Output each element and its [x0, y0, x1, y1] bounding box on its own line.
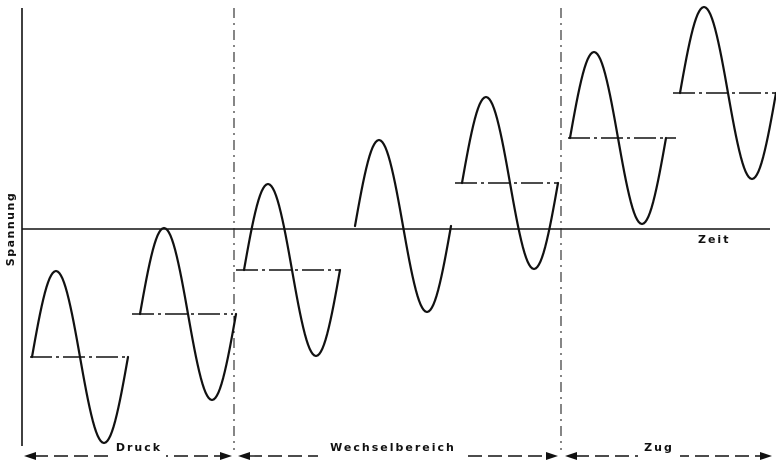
load-cycle-1: [30, 269, 130, 445]
region-label-druck: Druck: [116, 441, 162, 454]
load-cycle-6: [568, 50, 676, 226]
load-cycles: [30, 5, 776, 445]
region-label-wechselbereich: Wechselbereich: [330, 441, 456, 454]
stress-wave: [353, 138, 453, 314]
load-cycle-2: [132, 226, 238, 402]
load-cycle-4: [353, 138, 453, 314]
stress-wave: [30, 269, 130, 445]
region-arrow-druck: [24, 452, 232, 460]
stress-wave: [138, 226, 238, 402]
stress-wave: [460, 95, 560, 271]
load-cycle-7: [673, 5, 776, 181]
stress-wave: [242, 182, 342, 358]
load-cycle-3: [236, 182, 342, 358]
x-axis-label: Zeit: [698, 233, 730, 246]
stress-wave: [678, 5, 776, 181]
stress-wave: [568, 50, 668, 226]
y-axis-label: Spannung: [4, 192, 17, 266]
load-cycle-5: [455, 95, 560, 271]
region-label-zug: Zug: [644, 441, 674, 454]
